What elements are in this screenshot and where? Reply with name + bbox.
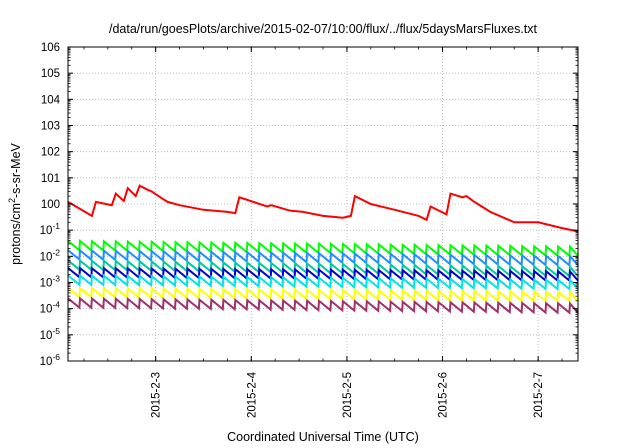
y-tick-label: 10-1: [40, 221, 61, 237]
x-tick-label: 2015-2-6: [438, 372, 450, 418]
series-line-4: [67, 258, 579, 279]
x-tick-label: 2015-2-4: [246, 371, 258, 418]
y-axis: 10-6 10-5 10-4 10-3 10-2 10-1 100 101 102 103 104 1…: [40, 42, 578, 368]
y-tick-label: 104: [41, 94, 61, 106]
y-tick-label: 10-5: [40, 326, 61, 342]
x-tick-label: 2015-2-3: [151, 372, 163, 418]
y-tick-label: 10-2: [40, 247, 61, 263]
x-tick-label: 2015-2-7: [533, 372, 545, 418]
y-tick-label: 10-6: [40, 352, 61, 368]
series-line-3: [67, 248, 579, 268]
y-axis-label: protons/cm2-s-sr-MeV: [7, 142, 23, 264]
grid: [68, 47, 578, 361]
series-line-7: [67, 286, 579, 303]
series-line-8: [67, 296, 579, 315]
y-tick-label: 106: [41, 42, 60, 54]
y-tick-label: 100: [41, 199, 60, 211]
series-line-6: [67, 273, 579, 292]
y-tick-label: 101: [41, 173, 60, 185]
y-tick-label: 10-4: [40, 300, 61, 316]
y-tick-label: 102: [41, 147, 60, 159]
chart-title: /data/run/goesPlots/archive/2015-02-07/1…: [109, 22, 538, 36]
x-axis: 2015-2-3 2015-2-4 2015-2-5 2015-2-6 2015-2-7: [83, 47, 563, 418]
y-tick-label: 103: [41, 121, 60, 133]
series-line-5: [67, 266, 579, 283]
x-axis-label: Coordinated Universal Time (UTC): [227, 430, 419, 444]
x-tick-label: 2015-2-5: [342, 372, 354, 418]
series-group: [67, 184, 579, 315]
y-tick-label: 10-3: [40, 274, 61, 290]
series-line-2: [67, 238, 579, 258]
series-line-1: [67, 184, 579, 233]
y-tick-label: 105: [41, 68, 60, 80]
